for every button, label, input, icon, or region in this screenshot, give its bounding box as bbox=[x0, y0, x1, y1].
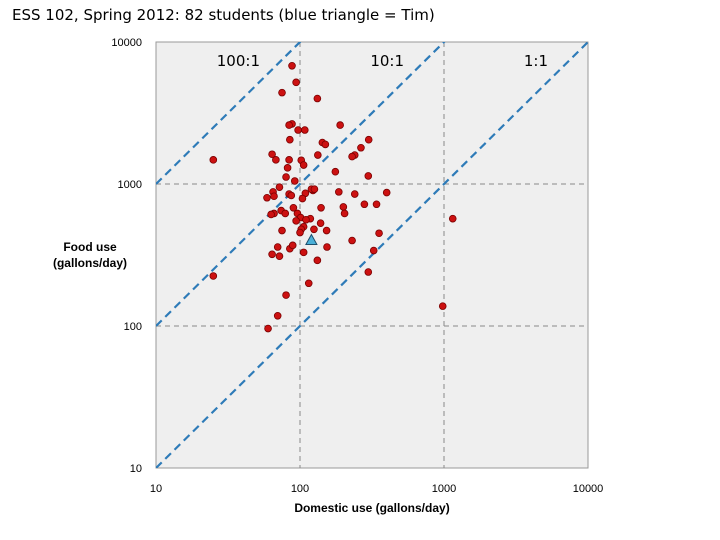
student-point bbox=[323, 243, 331, 251]
student-point bbox=[263, 193, 271, 202]
ratio-label: 1:1 bbox=[524, 52, 548, 70]
student-point bbox=[448, 214, 457, 223]
x-tick-label: 10 bbox=[150, 483, 162, 495]
student-point bbox=[302, 215, 310, 224]
student-point bbox=[335, 188, 343, 196]
gridlines bbox=[156, 42, 588, 468]
student-point bbox=[331, 167, 340, 176]
student-point bbox=[292, 217, 300, 225]
ratio-label: 100:1 bbox=[217, 52, 260, 70]
student-point bbox=[364, 135, 373, 144]
student-point bbox=[336, 121, 344, 129]
student-point bbox=[348, 152, 356, 161]
x-axis-title: Domestic use (gallons/day) bbox=[294, 501, 449, 515]
student-point bbox=[348, 236, 356, 245]
ratio-reference-lines bbox=[156, 42, 588, 468]
student-point bbox=[268, 150, 276, 159]
student-point bbox=[321, 140, 330, 149]
student-point bbox=[364, 268, 373, 276]
y-axis-title: (gallons/day) bbox=[53, 256, 127, 270]
student-point bbox=[278, 88, 286, 97]
student-point bbox=[294, 126, 302, 134]
student-point bbox=[268, 250, 276, 259]
student-point bbox=[278, 226, 286, 235]
student-point bbox=[285, 156, 293, 164]
student-point bbox=[290, 177, 299, 185]
y-tick-label: 10 bbox=[130, 463, 142, 475]
student-point bbox=[298, 194, 307, 203]
student-point bbox=[299, 161, 308, 169]
student-point bbox=[357, 143, 365, 152]
ratio-line bbox=[156, 42, 588, 468]
student-point bbox=[282, 173, 290, 181]
student-point bbox=[267, 210, 275, 219]
student-point bbox=[289, 203, 298, 212]
student-point bbox=[350, 190, 359, 198]
x-tick-label: 100 bbox=[291, 483, 309, 495]
student-point bbox=[287, 191, 296, 200]
student-point bbox=[281, 209, 290, 218]
student-point bbox=[299, 248, 308, 257]
student-point bbox=[285, 121, 293, 129]
student-point bbox=[314, 151, 322, 159]
student-point bbox=[275, 252, 284, 261]
x-tick-label: 10000 bbox=[573, 483, 604, 495]
student-point bbox=[310, 185, 319, 193]
student-point bbox=[282, 291, 290, 299]
student-point bbox=[317, 203, 325, 212]
student-point bbox=[360, 200, 369, 209]
student-point bbox=[369, 246, 378, 255]
student-point bbox=[339, 203, 348, 211]
student-point bbox=[316, 219, 325, 227]
student-point bbox=[322, 226, 331, 235]
student-point bbox=[273, 311, 282, 320]
student-point bbox=[313, 94, 322, 103]
student-point bbox=[286, 135, 294, 144]
x-tick-label: 1000 bbox=[432, 483, 456, 495]
student-point bbox=[264, 324, 272, 333]
y-tick-label: 100 bbox=[124, 321, 142, 333]
student-point bbox=[275, 183, 284, 191]
ratio-label: 10:1 bbox=[370, 52, 404, 70]
student-points bbox=[209, 61, 457, 333]
student-point bbox=[273, 243, 282, 251]
student-point bbox=[270, 192, 278, 201]
student-point bbox=[296, 228, 304, 237]
student-point bbox=[438, 302, 447, 310]
student-point bbox=[209, 272, 218, 280]
student-point bbox=[288, 241, 297, 250]
student-point bbox=[283, 164, 292, 172]
y-tick-label: 1000 bbox=[118, 179, 142, 191]
student-point bbox=[272, 156, 280, 164]
highlight-triangle bbox=[305, 233, 318, 246]
axis-labels: 100:1 10:1 1:1 10 100 1000 10000 10 100 1000 10000… bbox=[53, 37, 603, 515]
ratio-line bbox=[156, 42, 446, 327]
slide-title: ESS 102, Spring 2012: 82 students (blue … bbox=[12, 6, 435, 24]
student-point bbox=[364, 172, 373, 180]
student-point bbox=[310, 225, 318, 234]
student-point bbox=[209, 156, 218, 164]
student-point bbox=[382, 188, 391, 197]
student-point bbox=[288, 61, 296, 70]
student-point bbox=[340, 209, 349, 218]
student-point bbox=[375, 229, 383, 238]
student-point bbox=[372, 200, 381, 209]
student-point bbox=[304, 279, 313, 288]
student-point bbox=[301, 126, 309, 134]
y-axis-title: Food use bbox=[63, 240, 117, 254]
y-tick-label: 10000 bbox=[111, 37, 142, 49]
student-point bbox=[313, 256, 322, 265]
student-point bbox=[292, 78, 300, 87]
